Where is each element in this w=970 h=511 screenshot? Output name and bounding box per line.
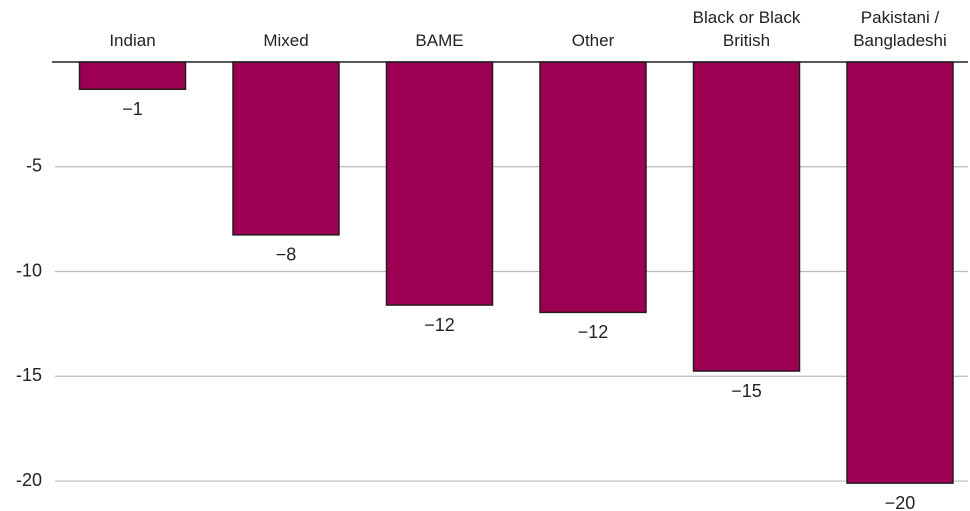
bar <box>232 61 340 236</box>
category-label: Pakistani / Bangladeshi <box>853 8 947 50</box>
value-label: −1 <box>122 99 143 119</box>
category-label: BAME <box>415 31 464 50</box>
value-label: −8 <box>276 245 297 265</box>
y-tick-label: -15 <box>16 365 42 385</box>
bar <box>78 61 187 90</box>
bar <box>846 61 954 484</box>
category-label: Black or Black British <box>692 8 801 50</box>
bar <box>385 61 494 306</box>
y-tick-label: -5 <box>26 156 42 176</box>
value-label: −12 <box>424 315 455 335</box>
category-label: Other <box>571 31 615 50</box>
bar <box>692 61 801 372</box>
value-label: −12 <box>578 322 609 342</box>
category-label: Indian <box>109 31 156 50</box>
value-label: −20 <box>885 493 916 511</box>
bar <box>539 61 647 314</box>
category-label: Mixed <box>263 31 309 50</box>
value-label: −15 <box>731 381 762 401</box>
y-tick-label: -20 <box>16 470 42 490</box>
y-tick-label: -10 <box>16 260 42 280</box>
